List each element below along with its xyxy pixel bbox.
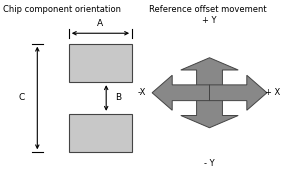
Bar <box>69 114 132 152</box>
Text: A: A <box>97 19 104 28</box>
Polygon shape <box>181 93 238 128</box>
Text: + Y: + Y <box>202 16 217 25</box>
Polygon shape <box>181 58 238 93</box>
Text: C: C <box>18 93 25 103</box>
Text: Reference offset movement: Reference offset movement <box>149 5 267 14</box>
Polygon shape <box>210 75 267 110</box>
Bar <box>69 44 132 82</box>
Text: -X: -X <box>138 88 146 97</box>
Text: + X: + X <box>265 88 280 97</box>
Text: Chip component orientation: Chip component orientation <box>3 5 121 14</box>
Text: B: B <box>115 93 121 103</box>
Text: - Y: - Y <box>204 159 215 168</box>
Polygon shape <box>152 75 210 110</box>
